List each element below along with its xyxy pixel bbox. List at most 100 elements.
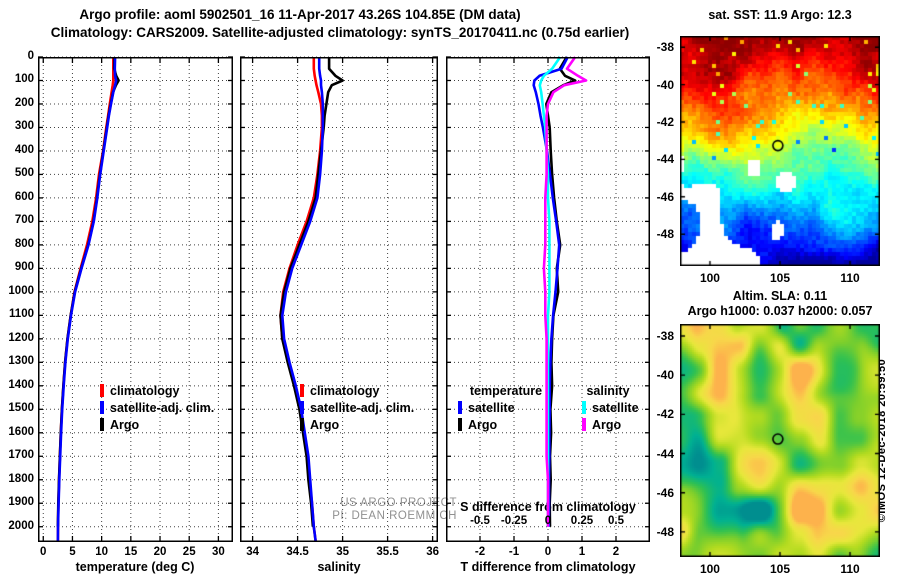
legend-marker — [300, 418, 304, 431]
sla-header-line-1: Altim. SLA: 0.11 — [732, 289, 828, 303]
sal-xtick-label: 36 — [426, 546, 439, 558]
legend-label: climatology — [310, 384, 380, 398]
sal-series-argo — [279, 57, 344, 527]
legend-header-temperature: temperature — [469, 384, 543, 398]
legend-header-salinity: salinity — [586, 384, 630, 398]
sal-xtick-label: 34.5 — [286, 546, 309, 558]
temp-series-satellite-adj-clim- — [56, 56, 118, 541]
depth-tick-label: 2000 — [8, 519, 34, 532]
depth-tick-label: 1100 — [9, 308, 34, 321]
sst-ytick-label: -44 — [656, 152, 674, 167]
legend-marker — [100, 401, 104, 414]
diff-xtick-label: 0 — [544, 546, 552, 558]
depth-tick-label: 1200 — [8, 331, 34, 344]
legend-item-salinity-Argo: Argo — [582, 418, 621, 432]
diff-profile-plot — [446, 56, 650, 542]
depth-tick-label: 1000 — [8, 284, 34, 297]
depth-tick-label: 600 — [14, 190, 34, 203]
temp-xtick-label: 15 — [124, 546, 138, 558]
sal-profile-plot — [240, 56, 438, 542]
sla-xtick-label: 100 — [699, 562, 720, 576]
project-credits: US ARGO PROJECT PI: DEAN ROEMMICH — [332, 497, 457, 523]
sla-map-canvas — [680, 324, 880, 557]
legend-item-climatology: climatology — [100, 384, 179, 398]
legend-marker — [100, 384, 104, 397]
depth-tick-label: 1500 — [8, 402, 34, 415]
diff-series-t-satellite — [532, 56, 569, 527]
sst-xtick-label: 110 — [840, 271, 860, 285]
depth-tick-label: 0 — [27, 50, 34, 62]
legend-label: Argo — [592, 418, 622, 432]
depth-tick-label: 700 — [14, 214, 34, 227]
legend-item-argo: Argo — [300, 418, 339, 432]
sst-ytick-label: -40 — [656, 77, 674, 92]
temp-xtick-label: 10 — [95, 546, 109, 558]
sla-ytick-label: -40 — [656, 368, 674, 383]
legend-label: satellite-adj. clim. — [110, 401, 215, 415]
depth-tick-label: 1600 — [8, 425, 34, 438]
legend-item-climatology: climatology — [300, 384, 379, 398]
depth-tick-label: 300 — [14, 120, 34, 133]
sla-ytick-label: -42 — [656, 407, 674, 422]
t-difference-axis-label: T difference from climatology — [460, 560, 636, 574]
legend-label: satellite-adj. clim. — [310, 401, 415, 415]
legend-item-satellite-adj-clim-: satellite-adj. clim. — [300, 401, 414, 415]
depth-tick-label: 100 — [14, 73, 34, 86]
legend-item-satellite-adj-clim-: satellite-adj. clim. — [100, 401, 214, 415]
s-difference-tick-label: 0.5 — [608, 515, 624, 527]
sla-ytick-label: -46 — [656, 485, 674, 500]
legend-label: Argo — [110, 418, 140, 432]
diff-xtick-label: -2 — [474, 546, 486, 558]
sst-map-canvas — [680, 36, 880, 266]
s-difference-tick-label: -0.5 — [470, 515, 490, 527]
depth-tick-label: 400 — [14, 143, 34, 156]
sla-ytick-label: -38 — [656, 328, 674, 343]
temperature-axis-label: temperature (deg C) — [75, 560, 195, 574]
depth-tick-label: 200 — [14, 96, 34, 109]
sst-ytick-label: -46 — [656, 189, 674, 204]
diff-xtick-label: -1 — [508, 546, 520, 558]
legend-marker — [300, 401, 304, 414]
diff-xtick-label: 2 — [612, 546, 620, 558]
sla-header-line-2: Argo h1000: 0.037 h2000: 0.057 — [687, 304, 873, 318]
depth-tick-label: 1900 — [8, 496, 34, 509]
diff-series-s-satellite — [538, 56, 562, 527]
legend-marker — [582, 418, 586, 431]
figure-title-line-2: Climatology: CARS2009. Satellite-adjuste… — [50, 25, 630, 40]
project-credit-line-2: PI: DEAN ROEMMICH — [332, 510, 457, 522]
sla-xtick-label: 105 — [769, 562, 791, 576]
sst-ytick-label: -38 — [656, 40, 674, 55]
legend-item-argo: Argo — [100, 418, 139, 432]
s-difference-tick-label: 0.25 — [570, 515, 594, 527]
legend-marker — [582, 401, 586, 414]
legend-marker — [458, 418, 462, 431]
sla-xtick-label: 110 — [840, 562, 860, 576]
sal-series-climatology — [279, 57, 324, 541]
legend-label: Argo — [468, 418, 498, 432]
legend-marker — [300, 384, 304, 397]
temp-xtick-label: 25 — [182, 546, 196, 558]
temp-xtick-label: 30 — [211, 546, 225, 558]
legend-marker — [100, 418, 104, 431]
legend-marker — [458, 401, 462, 414]
depth-tick-label: 900 — [14, 261, 34, 274]
depth-tick-label: 1300 — [8, 355, 34, 368]
temp-profile-plot — [38, 56, 233, 542]
sst-map-header: sat. SST: 11.9 Argo: 12.3 — [708, 8, 852, 22]
legend-item-salinity-satellite: satellite — [582, 401, 639, 415]
legend-item-temperature-satellite: satellite — [458, 401, 515, 415]
temp-xtick-label: 20 — [153, 546, 167, 558]
s-difference-tick-label: 0 — [544, 515, 552, 527]
sla-ytick-label: -48 — [656, 524, 674, 539]
sla-ytick-label: -44 — [656, 446, 674, 461]
legend-label: satellite — [468, 401, 515, 415]
depth-tick-label: 1800 — [8, 472, 34, 485]
depth-tick-label: 800 — [14, 237, 34, 250]
legend-item-temperature-Argo: Argo — [458, 418, 497, 432]
sst-xtick-label: 100 — [699, 271, 720, 285]
sst-xtick-label: 105 — [769, 271, 791, 285]
sal-xtick-label: 35 — [336, 546, 349, 558]
temp-xtick-label: 0 — [40, 546, 47, 558]
project-credit-line-1: US ARGO PROJECT — [340, 497, 457, 509]
